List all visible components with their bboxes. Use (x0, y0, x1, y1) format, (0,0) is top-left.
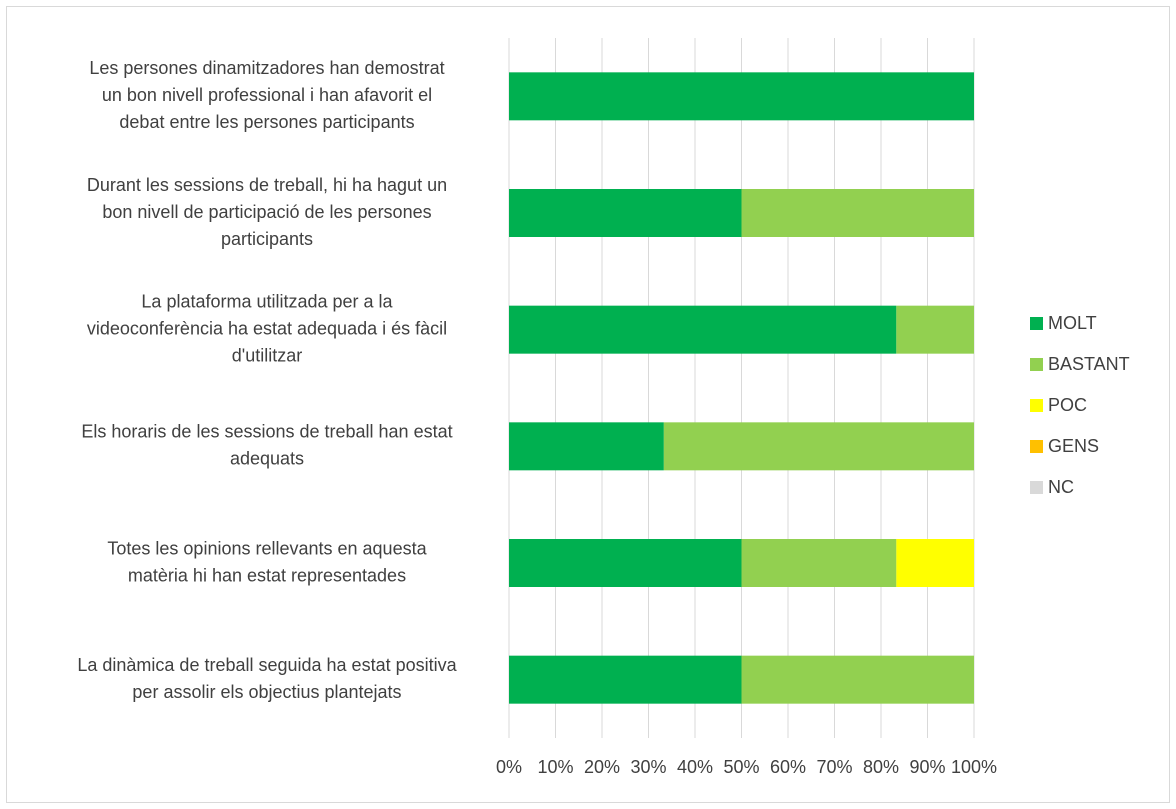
category-label: Els horaris de les sessions de treball h… (81, 422, 452, 469)
bar-segment-bastant (741, 189, 974, 237)
x-tick-label: 70% (816, 757, 852, 777)
legend: MOLT BASTANT POC GENS NC (1030, 313, 1130, 497)
x-tick-label: 50% (723, 757, 759, 777)
x-tick-label: 0% (496, 757, 522, 777)
x-tick-label: 90% (909, 757, 945, 777)
x-tick-label: 20% (584, 757, 620, 777)
bar-segment-bastant (741, 539, 897, 587)
legend-item: MOLT (1030, 313, 1097, 333)
legend-swatch (1030, 358, 1043, 371)
legend-item: NC (1030, 477, 1074, 497)
x-tick-label: 40% (677, 757, 713, 777)
legend-label: NC (1048, 477, 1074, 497)
x-tick-label: 60% (770, 757, 806, 777)
legend-item: POC (1030, 395, 1087, 415)
bars (509, 72, 974, 704)
category-label-line: La plataforma utilitzada per a la (141, 291, 393, 311)
legend-swatch (1030, 440, 1043, 453)
category-label-line: matèria hi han estat representades (128, 565, 406, 585)
legend-item: GENS (1030, 436, 1099, 456)
legend-label: GENS (1048, 436, 1099, 456)
bar-segment-bastant (741, 655, 974, 704)
category-label-line: un bon nivell professional i han afavori… (102, 85, 432, 105)
legend-swatch (1030, 399, 1043, 412)
category-label-line: adequats (230, 449, 304, 469)
category-label: Totes les opinions rellevants en aquesta… (107, 538, 427, 585)
x-tick-label: 30% (630, 757, 666, 777)
legend-label: BASTANT (1048, 354, 1130, 374)
legend-label: POC (1048, 395, 1087, 415)
category-label-line: La dinàmica de treball seguida ha estat … (77, 655, 457, 675)
category-label-line: participants (221, 229, 313, 249)
category-label: La plataforma utilitzada per a la videoco… (87, 291, 447, 365)
category-labels: Les persones dinamitzadores han demostra… (77, 58, 457, 702)
category-label-line: Els horaris de les sessions de treball h… (81, 422, 452, 442)
category-label-line: d'utilitzar (232, 345, 302, 365)
bar-segment-bastant (896, 305, 974, 354)
category-label-line: debat entre les persones participants (119, 112, 414, 132)
category-label-line: bon nivell de participació de les person… (102, 202, 431, 222)
category-label: Les persones dinamitzadores han demostra… (89, 58, 444, 132)
bar-segment-molt (509, 72, 974, 121)
bar-segment-poc (896, 539, 974, 587)
category-label-line: Totes les opinions rellevants en aquesta (107, 538, 427, 558)
legend-swatch (1030, 481, 1043, 494)
x-tick-label: 10% (537, 757, 573, 777)
category-label-line: Durant les sessions de treball, hi ha ha… (87, 175, 447, 195)
bar-segment-molt (509, 422, 664, 471)
legend-swatch (1030, 317, 1043, 330)
legend-item: BASTANT (1030, 354, 1130, 374)
category-label-line: Les persones dinamitzadores han demostra… (89, 58, 444, 78)
x-tick-label: 100% (951, 757, 997, 777)
bar-segment-molt (509, 189, 742, 237)
bar-segment-molt (509, 539, 742, 587)
bar-segment-molt (509, 655, 742, 704)
bar-segment-molt (509, 305, 897, 354)
gridlines (508, 38, 975, 738)
legend-label: MOLT (1048, 313, 1097, 333)
bar-segment-bastant (663, 422, 974, 471)
category-label-line: per assolir els objectius plantejats (132, 682, 401, 702)
category-label: Durant les sessions de treball, hi ha ha… (87, 175, 447, 249)
category-label-line: videoconferència ha estat adequada i és … (87, 318, 447, 338)
x-tick-labels: 0% 10% 20% 30% 40% 50% 60% 70% 80% 90% 100% (496, 757, 997, 777)
category-label: La dinàmica de treball seguida ha estat … (77, 655, 457, 702)
x-tick-label: 80% (863, 757, 899, 777)
